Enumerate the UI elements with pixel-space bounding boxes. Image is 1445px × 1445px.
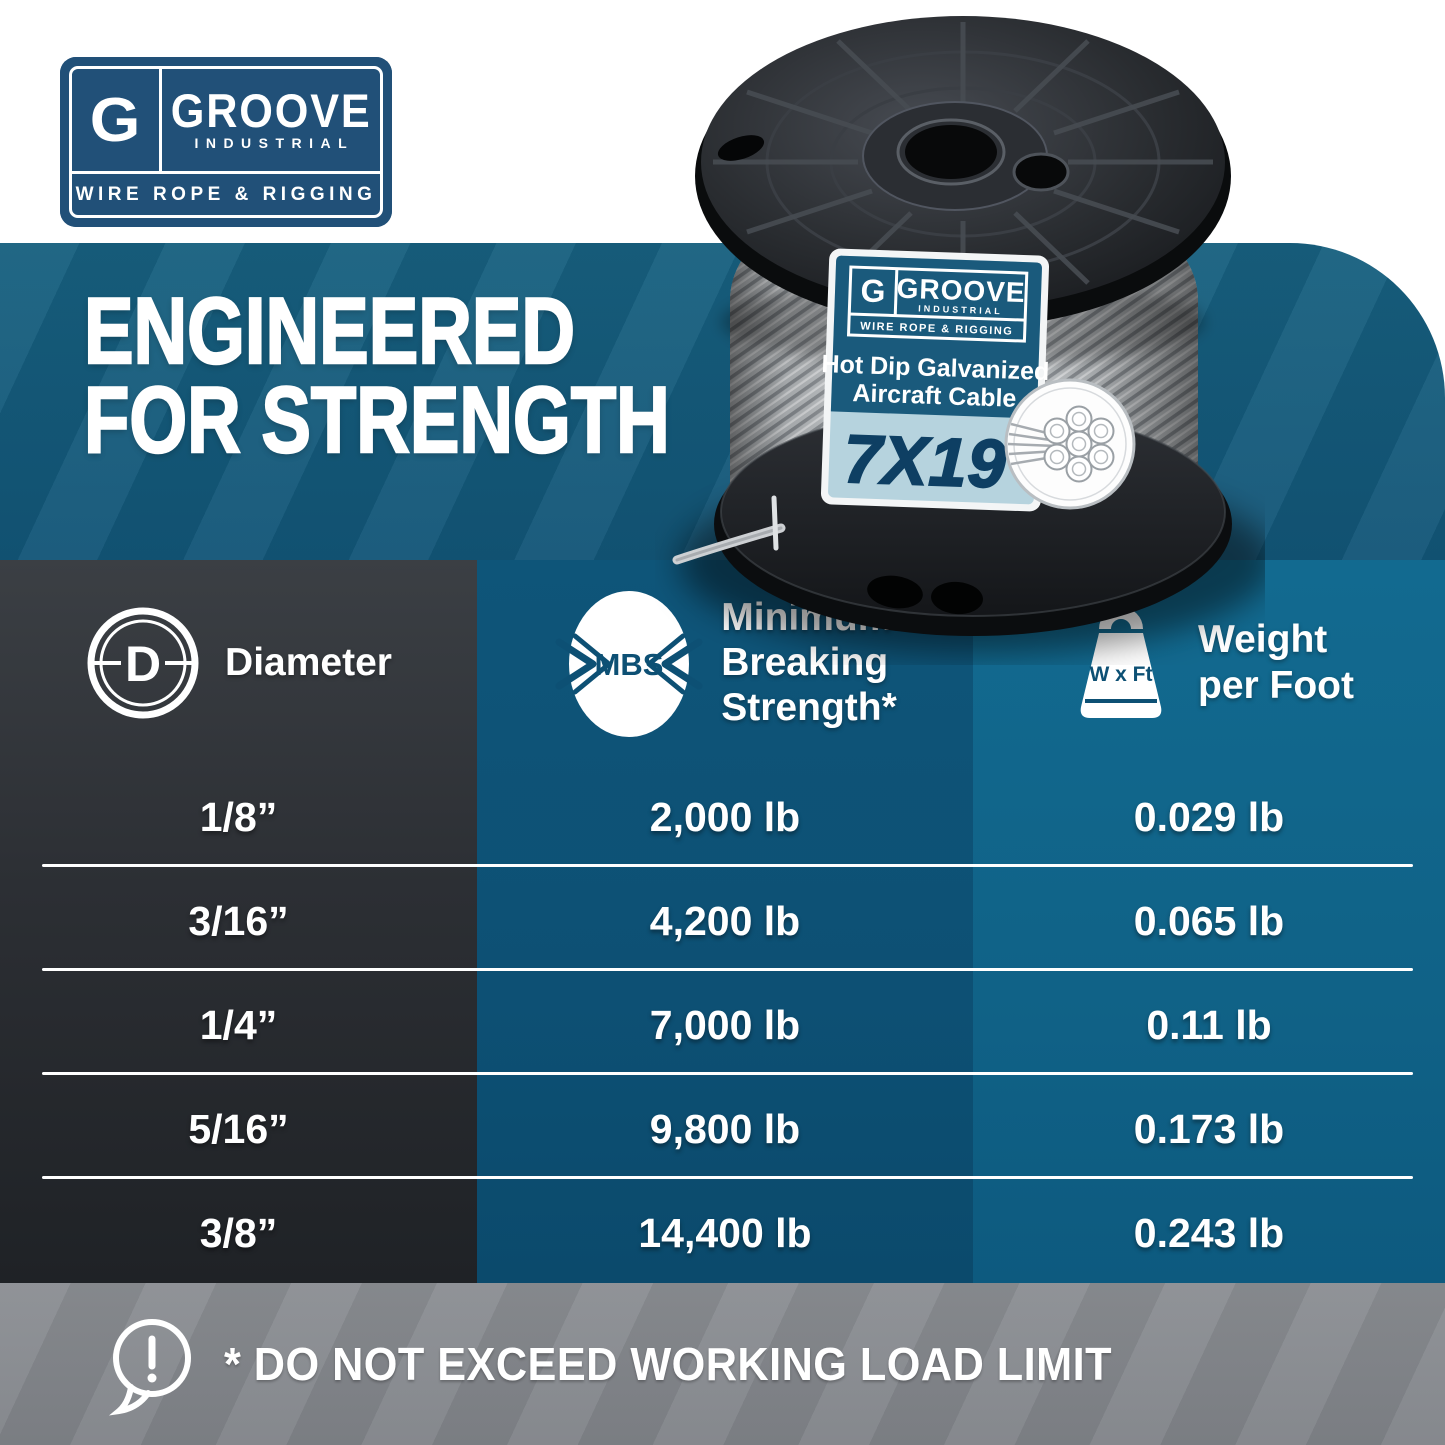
mbs-icon: MBS	[555, 590, 703, 737]
footer-warning-text: * DO NOT EXCEED WORKING LOAD LIMIT	[224, 1338, 1112, 1390]
headline-line1: ENGINEERED	[83, 278, 576, 383]
spool-top-flange	[695, 16, 1231, 328]
label-construction: 7X19	[842, 421, 1007, 503]
label-g-icon: G	[860, 272, 886, 309]
spool-product-label: G GROOVE INDUSTRIAL WIRE ROPE & RIGGING …	[820, 248, 1050, 512]
headline: ENGINEERED FOR STRENGTH	[83, 278, 671, 472]
table-row: 3/16” 4,200 lb 0.065 lb	[0, 869, 1445, 973]
brand-tagline: WIRE ROPE & RIGGING	[75, 183, 377, 205]
diameter-value: 5/16”	[188, 1105, 289, 1152]
weight-value: 0.065 lb	[1133, 897, 1285, 944]
table-column-weight-bg	[973, 560, 1445, 1283]
row-divider	[42, 864, 1413, 867]
row-divider	[42, 1072, 1413, 1075]
weight-value: 0.029 lb	[1133, 793, 1285, 840]
row-divider	[42, 1176, 1413, 1179]
table-row: 3/8” 14,400 lb 0.243 lb	[0, 1181, 1445, 1285]
table-row: 1/4” 7,000 lb 0.11 lb	[0, 973, 1445, 1077]
table-row: 5/16” 9,800 lb 0.173 lb	[0, 1077, 1445, 1181]
table-header-weight-label: Weight per Foot	[1198, 618, 1354, 707]
mbs-value: 2,000 lb	[649, 793, 801, 840]
brand-g-icon: G	[90, 85, 141, 155]
footer-warning-band: * DO NOT EXCEED WORKING LOAD LIMIT	[0, 1283, 1445, 1445]
brand-name: GROOVE	[170, 84, 372, 137]
mbs-value: 9,800 lb	[649, 1105, 801, 1152]
brand-logo-monogram-cell: G	[72, 69, 162, 171]
diameter-value: 3/16”	[188, 897, 289, 944]
mbs-value: 4,200 lb	[649, 897, 801, 944]
weight-value: 0.11 lb	[1146, 1001, 1272, 1048]
weight-value: 0.173 lb	[1133, 1105, 1285, 1152]
brand-logo-frame: G GROOVE INDUSTRIAL WIRE ROPE & RIGGING	[69, 66, 383, 218]
svg-text:INDUSTRIAL: INDUSTRIAL	[918, 303, 1003, 316]
svg-text:WIRE ROPE & RIGGING: WIRE ROPE & RIGGING	[860, 320, 1014, 337]
warning-bubble-icon	[108, 1319, 191, 1416]
label-mini-logo: G GROOVE INDUSTRIAL WIRE ROPE & RIGGING	[846, 265, 1029, 343]
table-column-diameter-bg	[0, 560, 477, 1283]
table-column-mbs-bg	[477, 560, 973, 1283]
diameter-value: 3/8”	[199, 1209, 278, 1256]
svg-text:MBS: MBS	[595, 647, 664, 682]
table-header-diameter: D Diameter	[0, 560, 477, 765]
table-header-weight: W x Ft Weight per Foot	[973, 560, 1445, 765]
mbs-value: 14,400 lb	[638, 1209, 812, 1256]
svg-text:D: D	[125, 636, 161, 692]
diameter-value: 1/4”	[199, 1001, 278, 1048]
cable-spool-photo: G GROOVE INDUSTRIAL WIRE ROPE & RIGGING …	[672, 16, 1265, 654]
weight-value: 0.243 lb	[1133, 1209, 1285, 1256]
brand-subname: INDUSTRIAL	[194, 135, 355, 151]
table-row: 1/8” 2,000 lb 0.029 lb	[0, 765, 1445, 869]
cable-tail	[672, 495, 786, 565]
diameter-icon: D	[87, 607, 199, 718]
headline-line2: FOR STRENGTH	[83, 367, 671, 472]
svg-text:GROOVE: GROOVE	[896, 273, 1026, 308]
table-header-diameter-label: Diameter	[225, 640, 392, 684]
row-divider	[42, 968, 1413, 971]
diameter-value: 1/8”	[199, 793, 278, 840]
brand-logo: G GROOVE INDUSTRIAL WIRE ROPE & RIGGING	[60, 57, 392, 227]
mbs-value: 7,000 lb	[649, 1001, 801, 1048]
cable-cross-section-badge	[1004, 378, 1136, 510]
label-product-line2: Aircraft Cable	[852, 379, 1017, 413]
svg-text:W x Ft: W x Ft	[1090, 663, 1153, 686]
